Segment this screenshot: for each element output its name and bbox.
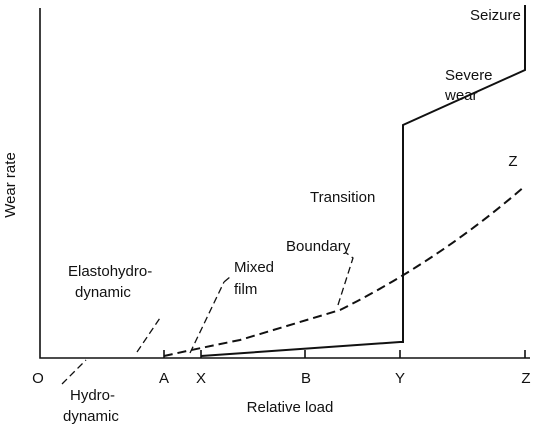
tick-label: B <box>301 370 311 387</box>
x-axis-label: Relative load <box>247 399 334 416</box>
region-label: Severe <box>445 67 493 84</box>
tick-marks <box>163 350 526 358</box>
region-label: Boundary <box>286 238 351 255</box>
leader <box>337 251 354 306</box>
tick-label: A <box>159 370 169 387</box>
region-label: Elastohydro- <box>68 263 152 280</box>
leader <box>223 276 231 283</box>
tick-label: X <box>196 370 206 387</box>
region-label: wear <box>444 87 478 104</box>
leader <box>61 359 87 385</box>
wear-curve <box>200 5 526 357</box>
region-label: Hydro- <box>70 387 115 404</box>
curve-label: Z <box>508 153 517 170</box>
ideal-curve <box>163 185 526 357</box>
leader <box>189 281 225 354</box>
y-axis-label: Wear rate <box>2 152 19 218</box>
axes <box>39 8 530 359</box>
region-label: dynamic <box>75 284 131 301</box>
region-label: dynamic <box>63 408 119 425</box>
tick-label: Z <box>521 370 530 387</box>
region-label: film <box>234 281 257 298</box>
tick-label: Y <box>395 370 405 387</box>
region-label: Mixed <box>234 259 274 276</box>
leader <box>136 317 161 353</box>
region-label: Transition <box>310 189 375 206</box>
region-label: Seizure <box>470 7 521 24</box>
tick-label: O <box>32 370 44 387</box>
